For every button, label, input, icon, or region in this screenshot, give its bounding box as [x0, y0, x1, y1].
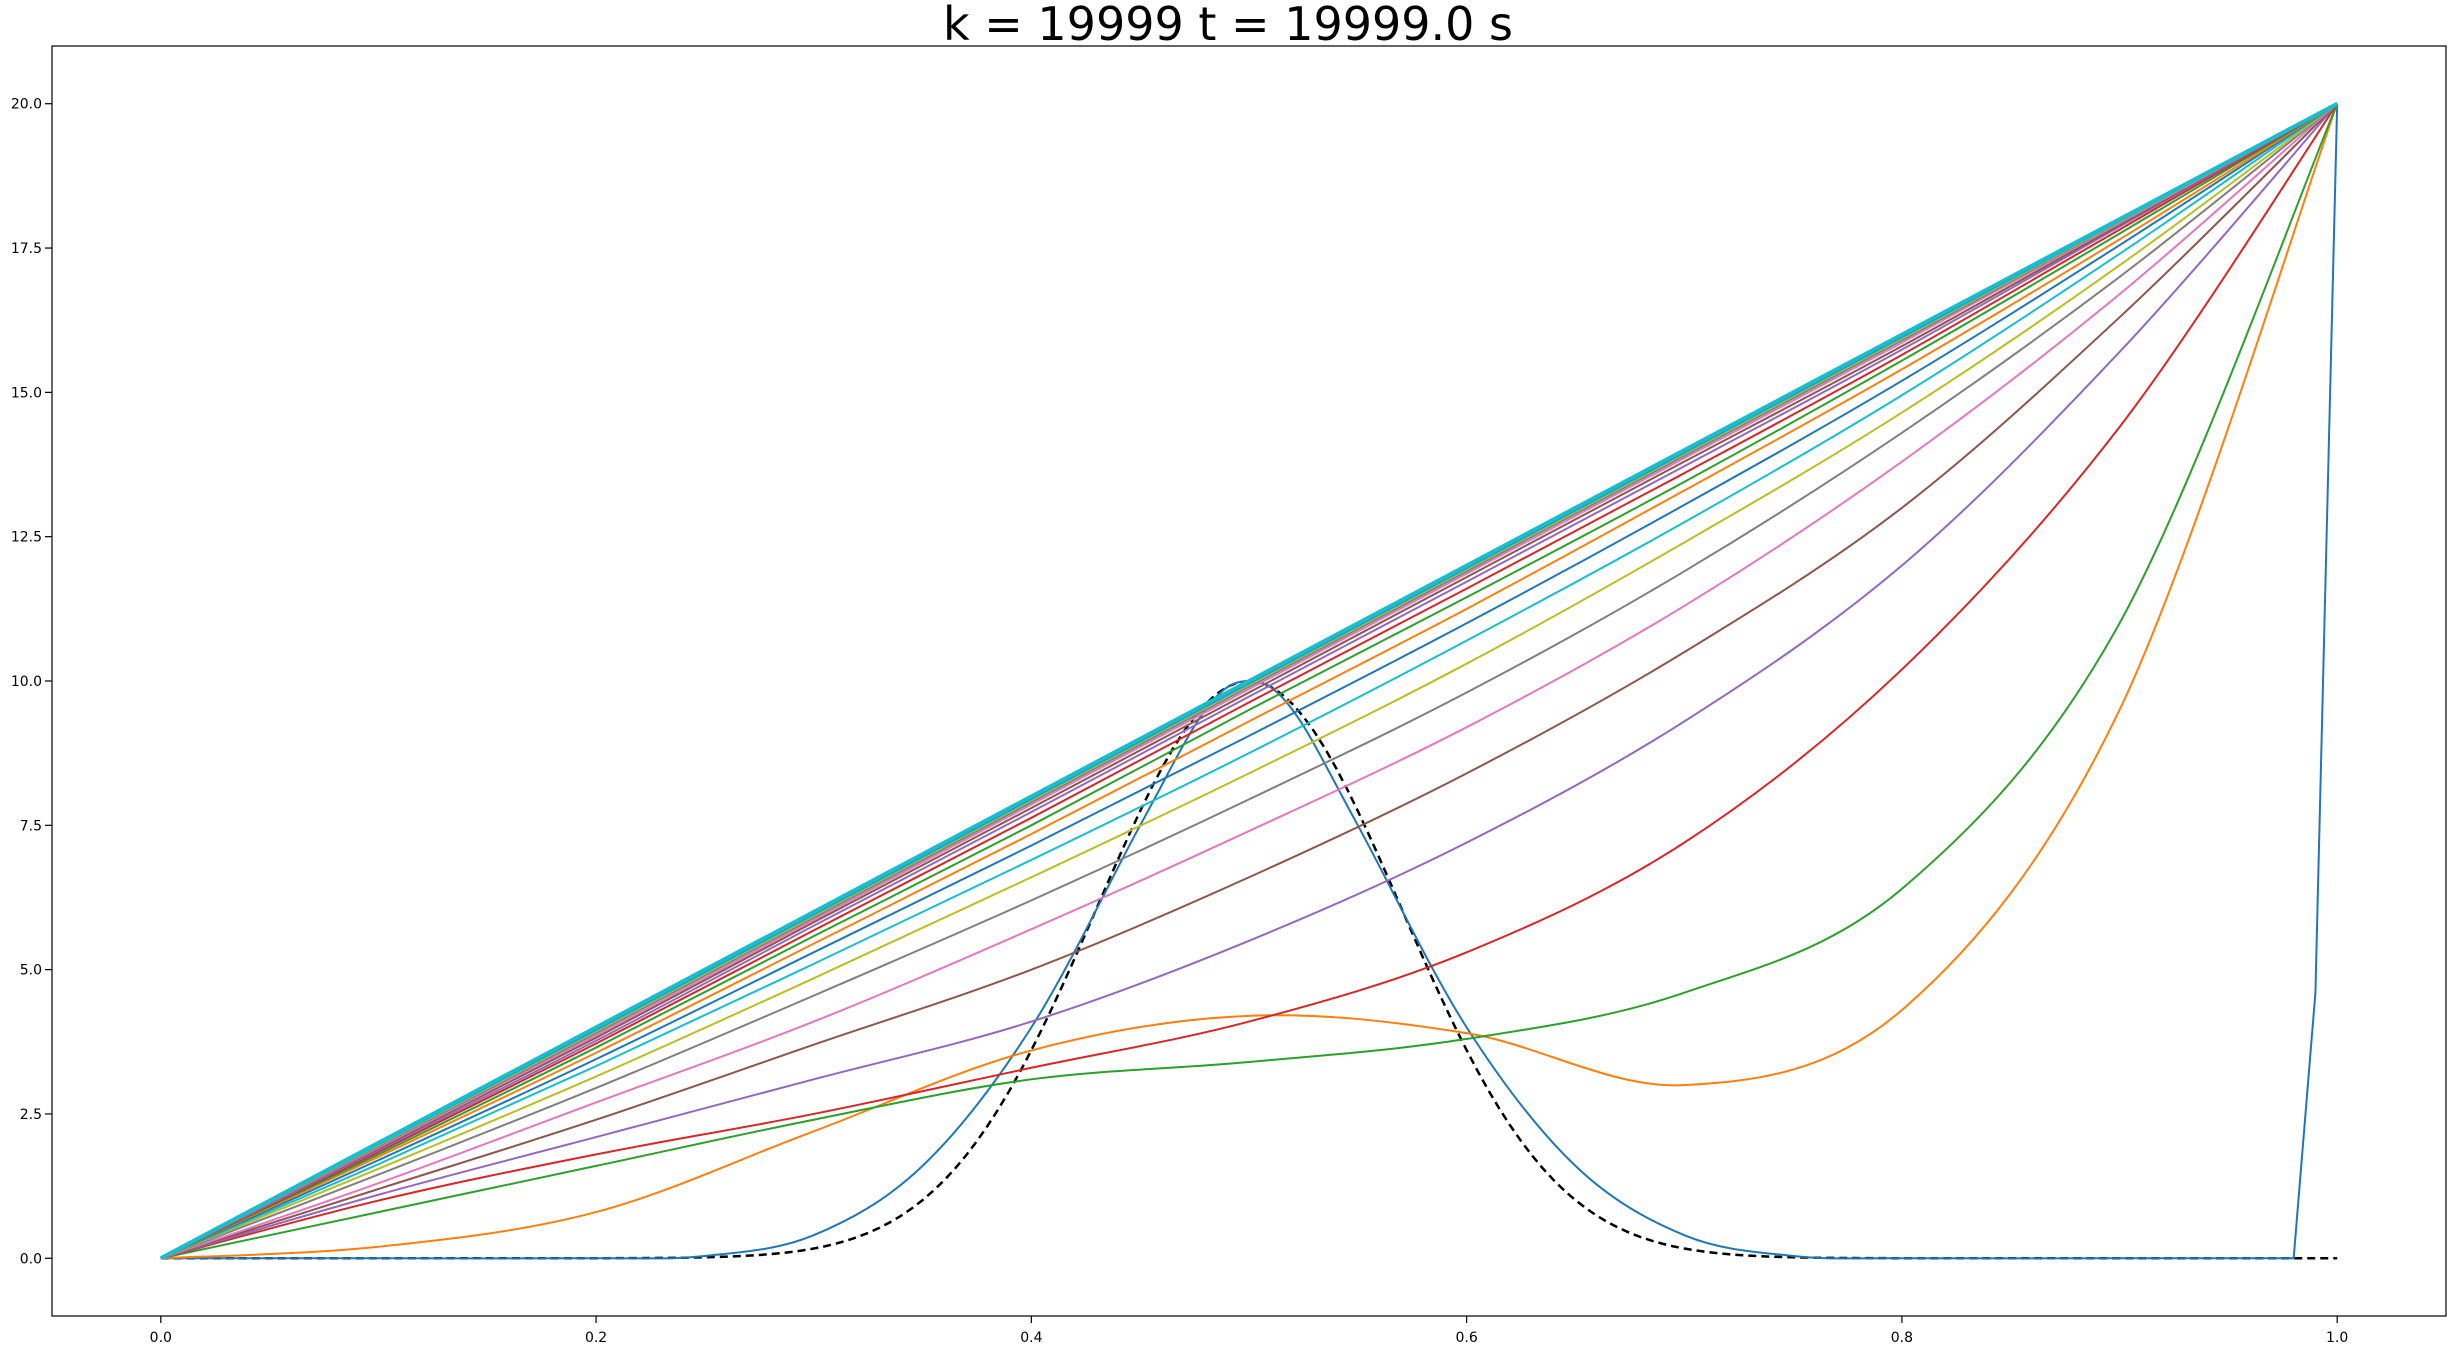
series-line-8	[160, 102, 2338, 1260]
y-tick-label-8: 20.0	[11, 97, 42, 113]
series-line-3	[160, 103, 2339, 1260]
series-line-14	[160, 102, 2338, 1260]
axes-layer: 0.0 0.2 0.4 0.6 0.8 1.0 0.0 2.5 5.0 7.5 10.0 12.5 15…	[11, 45, 2447, 1346]
series-line-9	[160, 102, 2338, 1260]
series-line-1	[160, 103, 2339, 1260]
series-layer	[159, 101, 2339, 1261]
x-tick-label-4: 0.8	[1891, 1330, 1913, 1346]
x-tick-label-0: 0.0	[150, 1330, 172, 1346]
series-line-12	[160, 102, 2338, 1260]
series-line-6	[160, 102, 2338, 1260]
y-tick-label-1: 2.5	[20, 1107, 42, 1123]
series-line-17	[160, 102, 2338, 1260]
y-tick-label-0: 0.0	[20, 1251, 42, 1267]
series-line-24	[159, 101, 2339, 1261]
series-line-15	[160, 102, 2338, 1260]
y-tick-label-4: 10.0	[11, 674, 42, 690]
x-tick-label-2: 0.4	[1020, 1330, 1042, 1346]
series-line-4	[160, 103, 2338, 1260]
y-tick-label-6: 15.0	[11, 385, 42, 401]
series-line-11	[160, 102, 2338, 1260]
x-tick-label-5: 1.0	[2326, 1330, 2348, 1346]
y-tick-label-7: 17.5	[11, 241, 42, 257]
chart-title: k = 19999 t = 19999.0 s	[942, 0, 1513, 51]
initial-condition-line	[160, 679, 2338, 1260]
x-tick-label-1: 0.2	[585, 1330, 607, 1346]
y-tick-label-3: 7.5	[20, 818, 42, 834]
x-tick-label-3: 0.6	[1456, 1330, 1478, 1346]
series-line-10	[160, 102, 2338, 1260]
series-line-7	[160, 102, 2338, 1260]
y-tick-label-2: 5.0	[20, 963, 42, 979]
series-line-5	[160, 103, 2338, 1260]
series-line-16	[160, 102, 2338, 1260]
series-line-2	[160, 103, 2339, 1260]
y-tick-label-5: 12.5	[11, 530, 42, 546]
series-line-13	[160, 102, 2338, 1260]
